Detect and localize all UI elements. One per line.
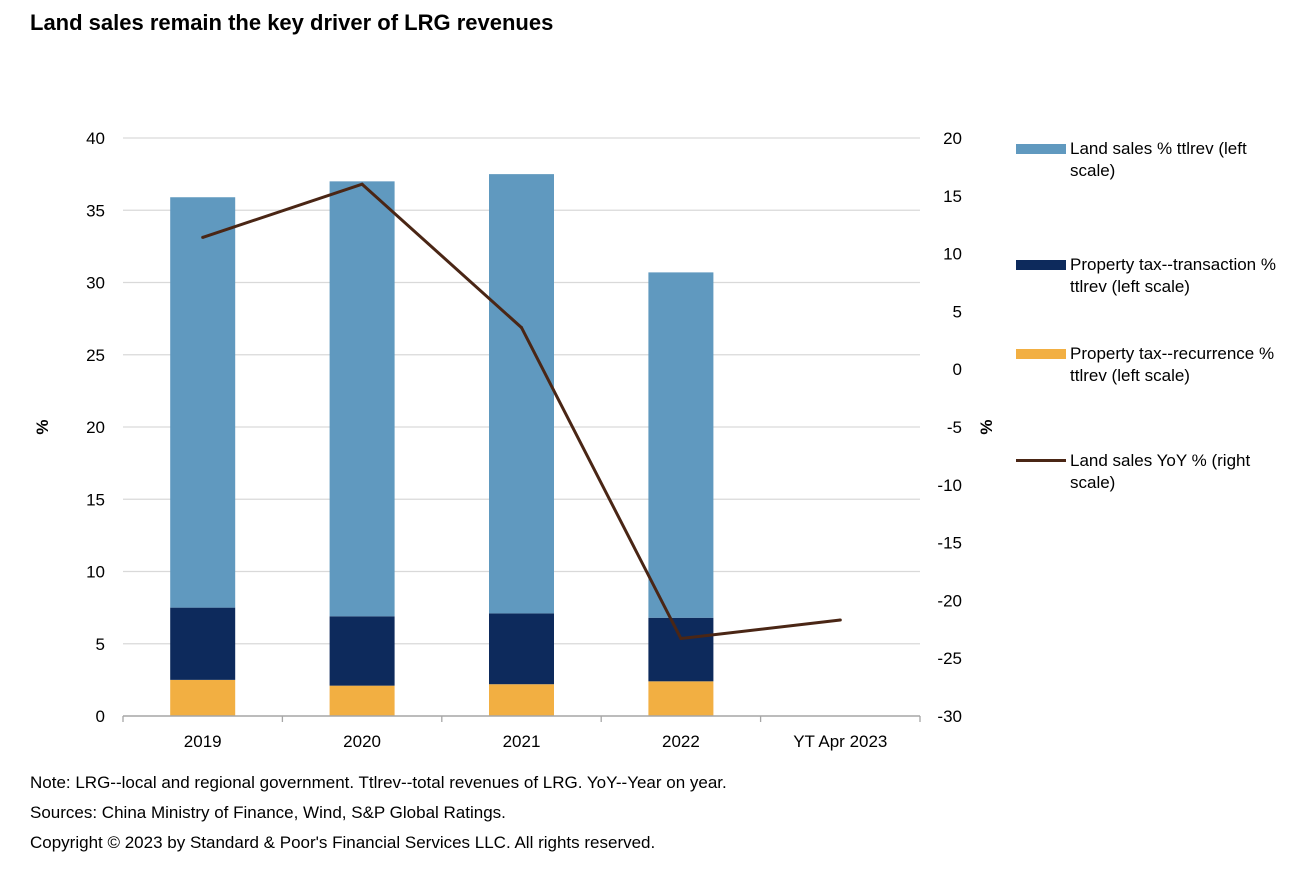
legend-label: Land sales % ttlrev (left scale) [1070, 139, 1247, 180]
bar-segment [170, 679, 236, 716]
bar-segment [489, 684, 554, 716]
legend-swatch [1016, 260, 1066, 270]
y-right-tick-label: -25 [937, 649, 962, 668]
legend-label: Land sales YoY % (right scale) [1070, 451, 1251, 492]
bar-segment [329, 685, 395, 716]
chart: 0 5 10 15 20 25 30 35 40 -30 -25 -20 -15 -10 -5 0 5 10 15 2… [33, 129, 996, 751]
y-left-tick-label: 25 [86, 346, 105, 365]
y-right-tick-label: -15 [937, 534, 962, 553]
y-left-tick-label: 0 [96, 707, 105, 726]
y-left-axis-label: % [33, 419, 52, 434]
legend-label: Property tax--transaction % ttlrev (left… [1070, 255, 1276, 296]
y-right-tick-label: 15 [943, 187, 962, 206]
bar-segment [648, 617, 714, 682]
y-right-tick-label: -10 [937, 476, 962, 495]
line-point [201, 235, 205, 239]
copyright-text: Copyright © 2023 by Standard & Poor's Fi… [30, 833, 656, 852]
chart-notes: Note: LRG--local and regional government… [30, 768, 727, 858]
y-left-tick-label: 10 [86, 563, 105, 582]
legend-item: Land sales % ttlrev (left scale) [1016, 138, 1285, 182]
y-left-tick-label: 15 [86, 490, 105, 509]
sources-text: Sources: China Ministry of Finance, Wind… [30, 803, 506, 822]
chart-title: Land sales remain the key driver of LRG … [30, 10, 554, 35]
y-right-tick-label: 20 [943, 129, 962, 148]
legend-swatch [1016, 144, 1066, 154]
x-tick-label: YT Apr 2023 [793, 732, 887, 751]
y-left-tick-label: 35 [86, 201, 105, 220]
line-point [679, 637, 683, 641]
y-left-tick-label: 5 [96, 635, 105, 654]
y-left-tick-label: 30 [86, 274, 105, 293]
y-right-tick-label: -20 [937, 591, 962, 610]
y-right-tick-label: 0 [953, 360, 962, 379]
x-tick-label: 2020 [343, 732, 381, 751]
bar-segment [489, 174, 554, 614]
legend-item: Property tax--recurrence % ttlrev (left … [1016, 343, 1285, 387]
bar-segment [170, 197, 236, 608]
y-left-tick-label: 40 [86, 129, 105, 148]
x-tick-label: 2021 [503, 732, 541, 751]
legend-item: Land sales YoY % (right scale) [1016, 450, 1285, 494]
line-point [360, 182, 364, 186]
legend-item: Property tax--transaction % ttlrev (left… [1016, 254, 1285, 298]
y-right-tick-label: -5 [947, 418, 962, 437]
y-right-tick-label: 10 [943, 245, 962, 264]
bar-segment [648, 681, 714, 716]
legend-label: Property tax--recurrence % ttlrev (left … [1070, 344, 1275, 385]
line-point [520, 326, 523, 330]
y-right-axis-label: % [977, 419, 996, 434]
y-left-tick-label: 20 [86, 418, 105, 437]
bar-segment [329, 616, 395, 686]
x-tick-label: 2019 [184, 732, 222, 751]
bar-segment [329, 181, 395, 617]
line-point [838, 618, 842, 622]
x-tick-label: 2022 [662, 732, 700, 751]
bar-segment [489, 613, 554, 685]
bar-segment [648, 272, 714, 618]
bar-segment [170, 607, 236, 680]
note-text: Note: LRG--local and regional government… [30, 773, 727, 792]
legend-swatch [1016, 459, 1066, 462]
y-right-tick-label: 5 [953, 302, 962, 321]
y-right-tick-label: -30 [937, 707, 962, 726]
legend-swatch [1016, 349, 1066, 359]
